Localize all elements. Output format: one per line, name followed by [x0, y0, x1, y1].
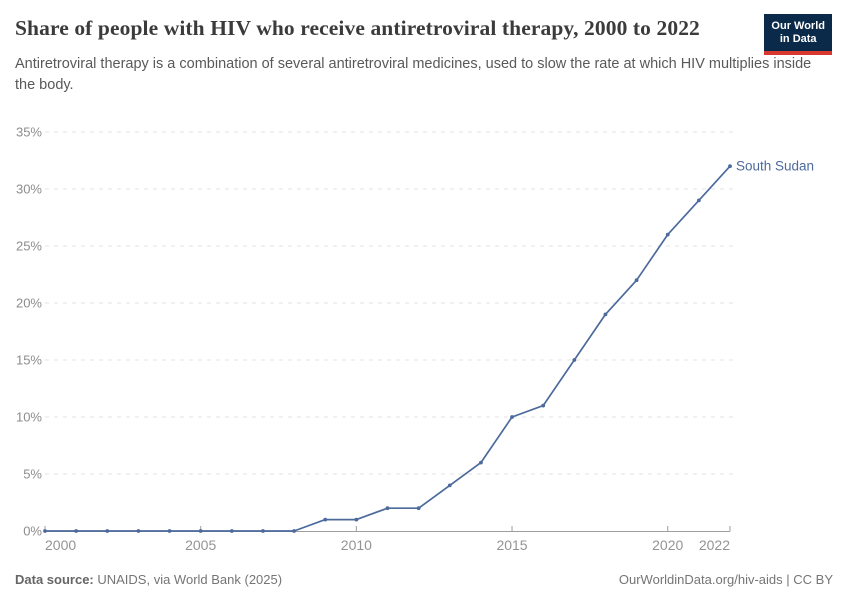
data-point-marker [323, 517, 328, 522]
data-source-label: Data source: [15, 572, 94, 587]
data-point-marker [572, 358, 577, 362]
data-line-south-sudan [44, 165, 731, 532]
entity-label-south-sudan: South Sudan [736, 159, 814, 174]
owid-logo-line1: Our World [771, 20, 825, 32]
data-point-marker [198, 529, 203, 533]
data-point-marker [696, 198, 701, 203]
chart-header: Share of people with HIV who receive ant… [15, 12, 815, 96]
owid-logo[interactable]: Our World in Data [764, 14, 832, 55]
data-point-marker [74, 529, 79, 533]
y-axis-tick-label: 10% [16, 410, 42, 425]
y-axis-tick-label: 20% [16, 296, 42, 311]
data-point-marker [105, 529, 110, 533]
data-point-marker [229, 529, 234, 533]
data-point-marker [136, 529, 141, 533]
x-axis-tick-label: 2000 [45, 537, 76, 553]
data-point-marker [479, 460, 483, 465]
data-point-marker [354, 517, 359, 522]
x-axis-tick-label: 2022 [699, 537, 730, 553]
y-axis-tick-label: 5% [23, 467, 42, 482]
y-axis-tick-label: 25% [16, 239, 42, 254]
chart-subtitle: Antiretroviral therapy is a combination … [15, 56, 812, 93]
data-point-marker [665, 232, 670, 237]
x-axis-tick-label: 2005 [185, 537, 216, 553]
y-axis-tick-label: 30% [16, 182, 42, 197]
data-source: Data source: UNAIDS, via World Bank (202… [15, 572, 282, 587]
data-point-marker [167, 529, 172, 533]
data-point-marker [261, 529, 265, 533]
x-axis-tick-label: 2020 [652, 537, 683, 553]
data-point-marker [541, 403, 546, 408]
data-point-marker [634, 278, 639, 283]
x-axis-tick-label: 2015 [496, 537, 527, 553]
owid-logo-red-bar [764, 51, 832, 55]
data-point-marker [447, 483, 452, 488]
data-point-marker [510, 415, 514, 419]
data-point-marker [292, 529, 296, 533]
owid-logo-text: Our World in Data [764, 14, 832, 51]
y-axis-tick-label: 15% [16, 353, 42, 368]
data-source-text: UNAIDS, via World Bank (2025) [93, 572, 283, 587]
x-axis-tick-label: 2010 [341, 537, 372, 553]
data-point-marker [728, 164, 732, 169]
chart-footer: Data source: UNAIDS, via World Bank (202… [15, 572, 833, 587]
data-point-marker [43, 529, 47, 533]
data-point-marker [603, 312, 608, 317]
data-point-marker [416, 506, 421, 511]
footer-link[interactable]: OurWorldinData.org/hiv-aids | CC BY [618, 572, 833, 587]
owid-logo-line2: in Data [779, 33, 817, 45]
y-axis-tick-label: 35% [16, 125, 42, 140]
chart-title: Share of people with HIV who receive ant… [15, 16, 700, 40]
y-axis-tick-label: 0% [23, 524, 42, 539]
data-point-marker [385, 506, 390, 511]
